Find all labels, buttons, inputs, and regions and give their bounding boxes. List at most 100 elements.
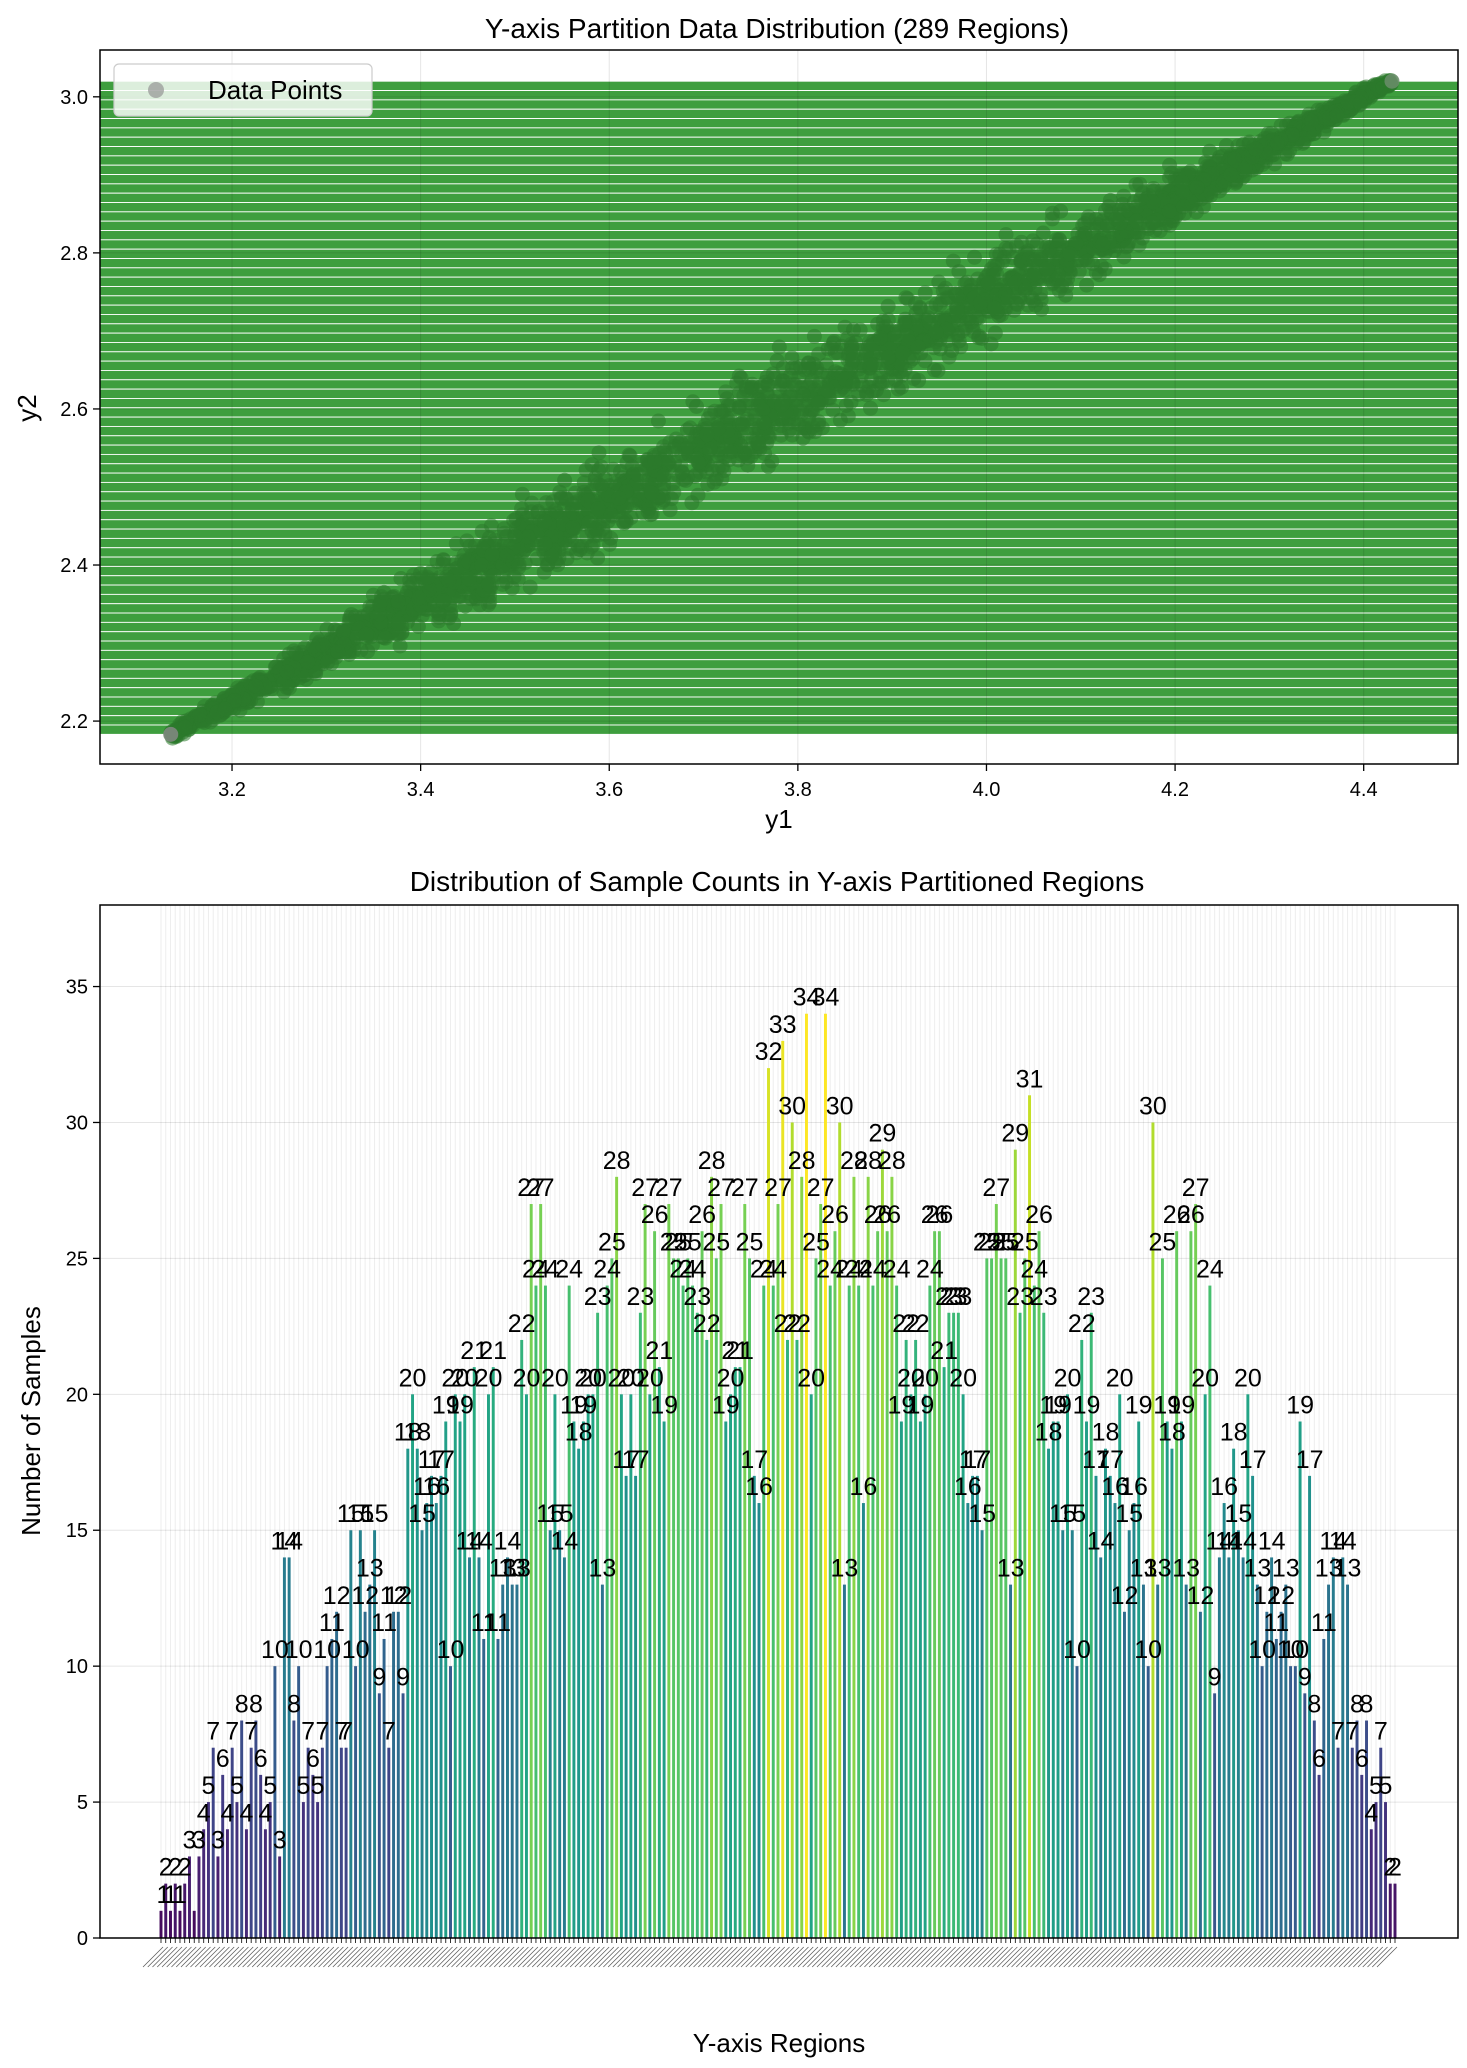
bar [629, 1394, 633, 1938]
bar [1123, 1611, 1126, 1938]
x-tick-label-mark [1334, 1946, 1355, 1968]
x-tick-label-mark [1324, 1946, 1346, 1968]
bar [1350, 1747, 1354, 1938]
x-tick-label-mark [365, 1946, 387, 1968]
bar-value-label: 17 [622, 1446, 650, 1474]
x-tick-label-mark [223, 1946, 244, 1968]
bar [1018, 1312, 1022, 1938]
bar-value-label: 16 [1120, 1473, 1148, 1501]
data-point [731, 368, 747, 384]
bar [278, 1856, 282, 1938]
data-point [593, 478, 609, 493]
x-tick-label-mark [285, 1946, 306, 1968]
data-point [666, 441, 682, 457]
data-point [1081, 209, 1096, 225]
data-point [973, 295, 988, 311]
bar-value-label: 23 [1030, 1283, 1058, 1311]
bar [871, 1285, 875, 1938]
partition-band [99, 621, 1459, 633]
x-tick-label-mark [864, 1946, 885, 1968]
data-point [603, 507, 619, 523]
x-tick-label-mark [261, 1946, 282, 1968]
x-tick-label-mark [1224, 1946, 1246, 1968]
bar-value-label: 19 [569, 1392, 597, 1420]
data-point [644, 485, 660, 501]
bar-value-label: 12 [1186, 1582, 1214, 1610]
bar-value-label: 19 [887, 1392, 915, 1420]
bar-value-label: 21 [726, 1337, 754, 1365]
x-tick-label-mark [650, 1946, 672, 1968]
bar-value-label: 25 [736, 1228, 764, 1256]
data-point [714, 404, 730, 420]
bar [358, 1530, 362, 1938]
data-point [615, 514, 631, 530]
data-point [1045, 205, 1060, 221]
bar [975, 1475, 979, 1938]
bar [1165, 1421, 1169, 1938]
partition-band [99, 603, 1459, 614]
x-tick-label-mark [897, 1946, 918, 1968]
bar-value-label: 9 [396, 1663, 410, 1691]
x-tick-label-mark [707, 1946, 729, 1968]
bar-value-label: 13 [1334, 1555, 1362, 1583]
bar [1255, 1584, 1259, 1938]
x-tick-label-mark [906, 1946, 928, 1968]
x-tick-label-mark [361, 1946, 382, 1968]
data-point [543, 548, 559, 564]
bar [387, 1747, 391, 1938]
bar-value-label: 18 [1158, 1419, 1186, 1447]
bar-value-label: 24 [916, 1256, 944, 1284]
data-point [1175, 199, 1191, 215]
bar-value-label: 13 [1130, 1555, 1158, 1583]
bar [800, 1176, 804, 1938]
x-tick-label-mark [773, 1946, 795, 1968]
bar [795, 1339, 799, 1938]
x-tick-label: 3.8 [784, 779, 812, 801]
data-point [764, 453, 780, 469]
x-tick-label-mark [1182, 1946, 1203, 1968]
bar-value-label: 10 [261, 1636, 289, 1664]
bar-value-label: 4 [239, 1799, 253, 1827]
x-tick-label-mark [175, 1946, 197, 1968]
bar-value-label: 14 [1215, 1527, 1243, 1555]
data-point [890, 381, 906, 397]
x-tick-label-mark [1096, 1946, 1118, 1968]
bar [990, 1258, 994, 1938]
bar [434, 1503, 438, 1938]
bar-value-label: 32 [755, 1038, 783, 1066]
data-point [880, 312, 896, 328]
bar-value-label: 24 [679, 1256, 707, 1284]
bar [1289, 1666, 1293, 1938]
data-point [806, 328, 822, 344]
bar-axes-frame [99, 904, 1459, 1939]
data-point [738, 382, 754, 398]
partition-band [99, 276, 1459, 287]
x-tick-label-mark [664, 1946, 686, 1968]
x-tick-label-mark [712, 1946, 733, 1968]
x-tick-label-mark [683, 1946, 705, 1968]
x-tick-label-mark [375, 1946, 396, 1968]
bar-value-label: 29 [868, 1120, 896, 1148]
data-point [755, 402, 771, 418]
x-tick-label-mark [218, 1946, 240, 1968]
partition-band [99, 286, 1459, 297]
data-point [371, 597, 387, 613]
bar [320, 1747, 324, 1938]
data-point [771, 339, 787, 355]
bar-value-label: 19 [432, 1392, 460, 1420]
data-point [1269, 135, 1285, 151]
x-tick-label-mark [1082, 1946, 1103, 1968]
data-point [630, 467, 646, 483]
bar-value-label: 1 [156, 1881, 170, 1909]
x-tick-label-mark [1144, 1946, 1165, 1968]
bar-value-label: 29 [1001, 1120, 1029, 1148]
bar [1341, 1557, 1345, 1938]
bar-value-label: 25 [1011, 1228, 1039, 1256]
bar-value-label: 25 [978, 1228, 1006, 1256]
x-tick-label-mark [204, 1946, 225, 1968]
x-tick-label-mark [1087, 1946, 1108, 1968]
data-point [411, 590, 427, 606]
bar-value-label: 15 [346, 1500, 374, 1528]
bar [453, 1394, 457, 1938]
bar-value-label: 25 [802, 1228, 830, 1256]
